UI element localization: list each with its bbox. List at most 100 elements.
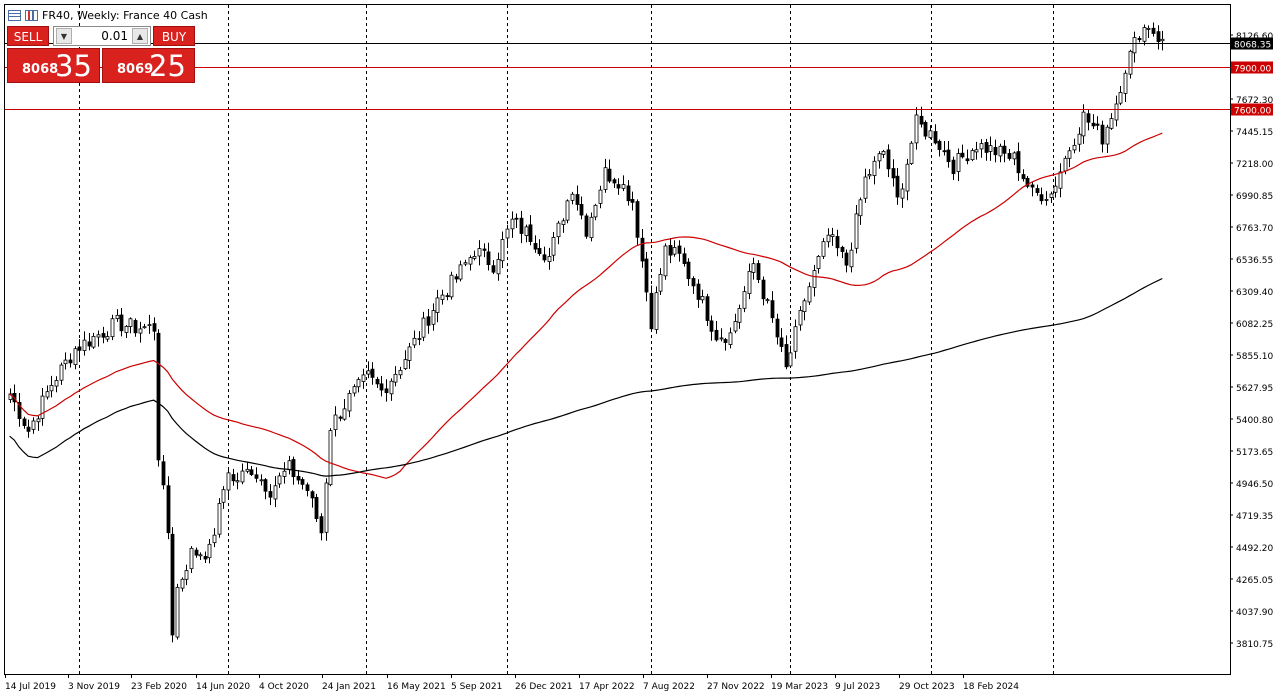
candle-body-61	[291, 459, 296, 478]
candle-body-34	[166, 485, 171, 534]
y-tick-label-12: 5173.65	[1236, 448, 1273, 458]
candle-body-113	[533, 243, 538, 250]
candle-body-43	[207, 543, 212, 559]
candle-body-173	[812, 270, 817, 288]
candle-body-199	[933, 131, 938, 144]
chart-bars-icon[interactable]	[25, 9, 38, 21]
candle-body-161	[756, 263, 761, 280]
candle-body-175	[821, 241, 826, 257]
candle-body-193	[905, 163, 910, 192]
candle-body-244	[1142, 27, 1147, 42]
candle-body-74	[352, 386, 357, 394]
candle-body-91	[431, 310, 436, 325]
candle-body-210	[984, 142, 989, 153]
candle-body-168	[788, 352, 793, 367]
candle-body-236	[1105, 126, 1110, 145]
chart-title: FR40, Weekly: France 40 Cash	[42, 8, 208, 22]
y-tick-label-11: 5400.80	[1236, 416, 1273, 426]
candle-body-220	[1030, 184, 1035, 188]
chart-area[interactable]	[4, 4, 1231, 675]
candle-body-77	[366, 370, 371, 375]
candle-body-211	[988, 145, 993, 152]
candle-body-137	[644, 258, 649, 293]
candle-body-78	[370, 368, 375, 378]
candle-body-146	[686, 261, 691, 280]
candle-body-40	[194, 549, 199, 556]
x-tick-label-6: 16 May 2021	[387, 682, 446, 692]
candle-body-26	[128, 318, 133, 327]
y-tick-label-6: 6536.55	[1236, 256, 1273, 266]
y-tick-label-4: 6990.85	[1236, 192, 1273, 202]
candle-body-238	[1114, 103, 1119, 121]
candle-body-219	[1025, 177, 1030, 187]
buy-button[interactable]: BUY	[153, 26, 195, 46]
x-tick-label-9: 17 Apr 2022	[579, 682, 635, 692]
candle-body-6	[36, 418, 41, 423]
candle-body-70	[333, 414, 338, 430]
sell-button[interactable]: SELL	[7, 26, 49, 46]
candle-body-72	[342, 408, 347, 420]
candle-body-119	[561, 220, 566, 225]
y-tick-label-2: 7445.15	[1236, 128, 1273, 138]
candle-body-194	[909, 142, 914, 164]
lot-size-value[interactable]: 0.01	[101, 29, 128, 43]
market-list-icon[interactable]	[8, 9, 21, 21]
candle-body-226	[1058, 171, 1063, 189]
candle-body-30	[147, 324, 152, 327]
candle-body-214	[1002, 145, 1007, 154]
current-price-tag	[1231, 37, 1273, 50]
candle-body-215	[1007, 153, 1012, 159]
candle-body-160	[751, 263, 756, 273]
candle-body-177	[830, 234, 835, 237]
y-tick-label-17: 4037.90	[1236, 608, 1273, 618]
level-tag-1	[1231, 103, 1273, 116]
y-tick-label-10: 5627.95	[1236, 384, 1273, 394]
lot-size-field[interactable]: ▼ 0.01 ▲	[53, 26, 151, 46]
candle-body-18	[91, 335, 96, 348]
candle-body-167	[784, 344, 789, 368]
candle-body-171	[802, 300, 807, 313]
candle-body-82	[389, 380, 394, 395]
candle-body-121	[570, 193, 575, 201]
lot-increase-icon[interactable]: ▲	[132, 28, 148, 44]
candle-body-231	[1081, 111, 1086, 137]
candle-body-8	[45, 391, 50, 398]
candle-body-151	[709, 320, 714, 332]
candle-body-200	[937, 140, 942, 150]
candle-body-52	[249, 469, 254, 475]
candle-body-234	[1095, 123, 1100, 126]
lot-decrease-icon[interactable]: ▼	[56, 28, 72, 44]
candle-body-140	[658, 273, 663, 292]
candle-body-243	[1137, 38, 1142, 41]
candle-body-49	[235, 480, 240, 483]
level-label-1: 7600.00	[1234, 107, 1271, 117]
candle-body-187	[877, 153, 882, 162]
candle-body-22	[110, 318, 115, 338]
candle-body-228	[1067, 150, 1072, 159]
candle-body-172	[807, 286, 812, 303]
candle-body-5	[31, 420, 36, 430]
level-label-0: 7900.00	[1234, 65, 1271, 75]
buy-price-minor: 25	[149, 49, 186, 83]
candle-body-10	[54, 380, 59, 387]
buy-price-box[interactable]: 8069 25	[102, 48, 195, 83]
candle-body-123	[579, 204, 584, 216]
candle-body-42	[203, 556, 208, 560]
candle-body-28	[138, 328, 143, 334]
sell-price-major: 8068	[22, 62, 59, 77]
candle-body-12	[63, 359, 68, 365]
candle-body-183	[858, 199, 863, 217]
candle-body-126	[593, 204, 598, 218]
candle-body-63	[300, 479, 305, 485]
sell-price-box[interactable]: 8068 35	[7, 48, 100, 83]
candle-body-157	[737, 308, 742, 323]
x-tick-label-11: 27 Nov 2022	[707, 682, 765, 692]
candle-body-125	[589, 216, 594, 239]
candle-body-48	[231, 474, 236, 482]
y-tick-label-7: 6309.40	[1236, 288, 1273, 298]
candle-body-81	[384, 388, 389, 394]
candle-body-122	[575, 194, 580, 205]
candle-body-27	[133, 320, 138, 334]
candle-body-159	[747, 270, 752, 294]
